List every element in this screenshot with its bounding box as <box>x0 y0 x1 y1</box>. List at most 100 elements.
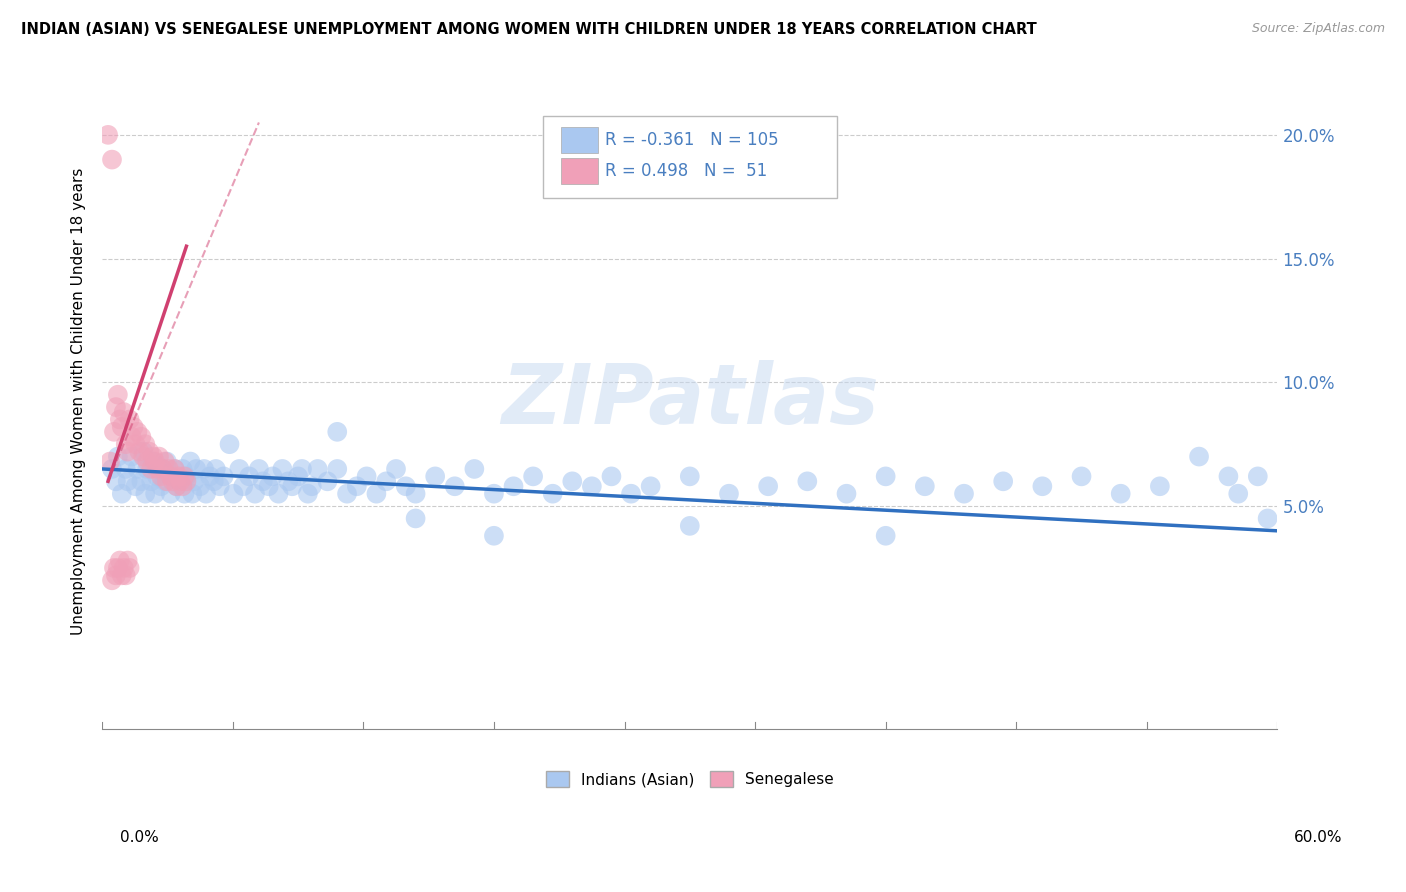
Point <box>131 430 153 444</box>
Point <box>143 454 166 468</box>
Point <box>173 486 195 500</box>
Point <box>375 475 398 489</box>
Point <box>188 479 211 493</box>
Point <box>166 479 188 493</box>
Point <box>463 462 485 476</box>
Legend: Indians (Asian), Senegalese: Indians (Asian), Senegalese <box>540 765 839 793</box>
Point <box>277 475 299 489</box>
Point <box>796 475 818 489</box>
Point <box>366 486 388 500</box>
Point <box>385 462 408 476</box>
Point <box>172 479 194 493</box>
Point <box>167 469 190 483</box>
Point <box>405 486 427 500</box>
Point <box>346 479 368 493</box>
Point <box>172 462 194 476</box>
Point <box>127 462 149 476</box>
Point <box>356 469 378 483</box>
Y-axis label: Unemployment Among Women with Children Under 18 years: Unemployment Among Women with Children U… <box>72 167 86 634</box>
Point <box>127 425 149 439</box>
Point <box>101 462 124 476</box>
Point <box>169 475 191 489</box>
Point <box>336 486 359 500</box>
Point <box>103 561 125 575</box>
Text: Source: ZipAtlas.com: Source: ZipAtlas.com <box>1251 22 1385 36</box>
Point <box>163 462 186 476</box>
Point <box>162 475 184 489</box>
Point <box>124 479 146 493</box>
Point <box>232 479 254 493</box>
Point <box>443 479 465 493</box>
Text: R = 0.498   N =  51: R = 0.498 N = 51 <box>605 161 768 179</box>
Point <box>157 462 180 476</box>
Point <box>136 454 159 468</box>
Point <box>914 479 936 493</box>
Point <box>600 469 623 483</box>
Point <box>169 475 191 489</box>
Point <box>108 553 131 567</box>
Text: INDIAN (ASIAN) VS SENEGALESE UNEMPLOYMENT AMONG WOMEN WITH CHILDREN UNDER 18 YEA: INDIAN (ASIAN) VS SENEGALESE UNEMPLOYMEN… <box>21 22 1036 37</box>
Point <box>198 469 221 483</box>
Point <box>114 437 136 451</box>
Point <box>114 568 136 582</box>
Point <box>136 462 159 476</box>
Point <box>131 475 153 489</box>
Point <box>143 486 166 500</box>
Point <box>541 486 564 500</box>
FancyBboxPatch shape <box>561 127 598 153</box>
Point <box>252 475 274 489</box>
Point <box>108 412 131 426</box>
Point <box>141 462 163 476</box>
FancyBboxPatch shape <box>561 158 598 184</box>
Point <box>149 469 172 483</box>
Point <box>112 561 135 575</box>
Point <box>156 454 179 468</box>
Point <box>128 444 150 458</box>
Point <box>159 486 181 500</box>
Point <box>1149 479 1171 493</box>
Point <box>146 469 169 483</box>
Point <box>153 454 176 468</box>
Point <box>117 553 139 567</box>
Point <box>425 469 447 483</box>
Point <box>1247 469 1270 483</box>
Point <box>152 462 174 476</box>
Point <box>238 469 260 483</box>
Point <box>202 475 225 489</box>
Point <box>104 475 127 489</box>
Point <box>117 444 139 458</box>
Point <box>212 469 235 483</box>
Point <box>502 479 524 493</box>
Point <box>247 462 270 476</box>
Point <box>208 479 231 493</box>
Point <box>122 420 145 434</box>
Point <box>98 454 121 468</box>
Point <box>141 475 163 489</box>
Point <box>257 479 280 493</box>
Point <box>271 462 294 476</box>
Point <box>162 469 184 483</box>
Point <box>287 469 309 483</box>
Point <box>835 486 858 500</box>
Point <box>166 479 188 493</box>
Point <box>301 479 323 493</box>
Point <box>307 462 329 476</box>
Text: 0.0%: 0.0% <box>120 830 159 845</box>
Point <box>1109 486 1132 500</box>
Point <box>153 475 176 489</box>
Point <box>297 486 319 500</box>
Point <box>159 469 181 483</box>
Point <box>107 387 129 401</box>
Point <box>132 444 155 458</box>
Point <box>267 486 290 500</box>
Point <box>993 475 1015 489</box>
Point <box>101 153 124 167</box>
Point <box>679 469 702 483</box>
Point <box>1257 511 1279 525</box>
Point <box>326 425 349 439</box>
Point <box>124 437 146 451</box>
Text: ZIPatlas: ZIPatlas <box>501 360 879 442</box>
Point <box>640 479 662 493</box>
Point <box>152 462 174 476</box>
Point <box>176 469 198 483</box>
